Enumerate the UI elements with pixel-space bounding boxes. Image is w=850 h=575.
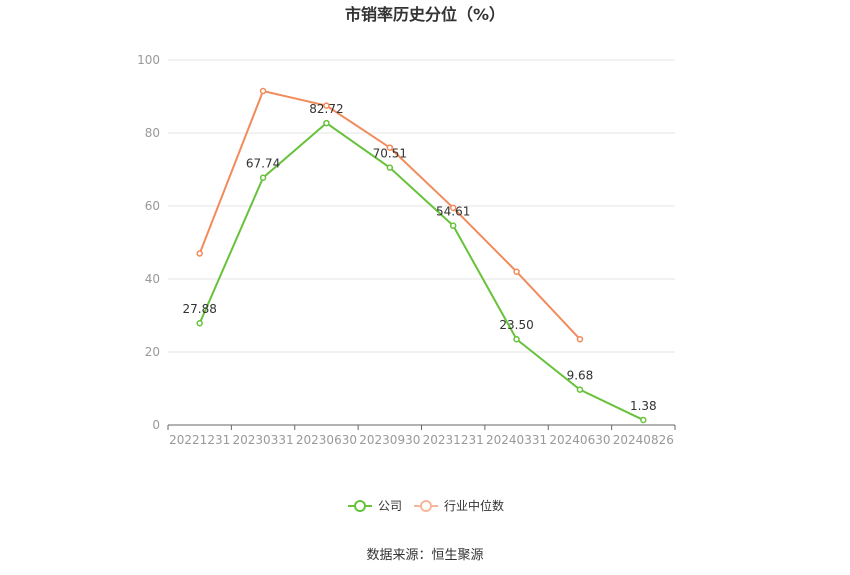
- y-tick-label: 0: [152, 418, 160, 432]
- industry-median-point[interactable]: [449, 204, 457, 212]
- source-text: 数据来源：恒生聚源: [366, 548, 483, 563]
- x-tick-label: 20240826: [613, 433, 674, 447]
- company-data-label: 82.72: [309, 102, 343, 116]
- chart-title: 市销率历史分位（%）: [345, 5, 505, 24]
- company-point[interactable]: [323, 119, 330, 127]
- x-tick-label: 20230331: [233, 433, 294, 447]
- industry-median-point[interactable]: [196, 250, 203, 257]
- series-industry-median: [196, 87, 584, 343]
- company-point[interactable]: [259, 174, 267, 181]
- x-tick-label: 20230630: [296, 433, 357, 447]
- industry-median-point[interactable]: [576, 335, 584, 343]
- industry-median-point[interactable]: [323, 102, 330, 109]
- company-point[interactable]: [196, 319, 203, 327]
- company-data-label: 23.50: [499, 318, 533, 332]
- y-tick-label: 20: [145, 345, 160, 359]
- company-line: [198, 121, 644, 421]
- company-data-label: 1.38: [630, 399, 657, 413]
- legend-item-company[interactable]: 公司: [348, 499, 402, 513]
- industry-median-point[interactable]: [386, 144, 394, 151]
- company-point[interactable]: [640, 416, 647, 424]
- company-point[interactable]: [576, 386, 584, 393]
- industry-median-line: [198, 89, 581, 340]
- x-tick-label: 20221231: [169, 433, 230, 447]
- y-tick-label: 60: [145, 199, 160, 213]
- legend-label-company: 公司: [378, 499, 402, 513]
- x-tick-label: 20230930: [359, 433, 420, 447]
- grid-lines: [168, 59, 675, 353]
- industry-median-point[interactable]: [259, 87, 267, 95]
- x-tick-label: 20240331: [486, 433, 547, 447]
- industry-median-point[interactable]: [513, 268, 520, 275]
- y-tick-label: 100: [137, 53, 160, 67]
- x-tick-label: 20231231: [423, 433, 484, 447]
- legend[interactable]: 公司 行业中位数: [348, 498, 504, 513]
- y-tick-label: 80: [145, 126, 160, 140]
- company-data-label: 54.61: [436, 205, 470, 219]
- company-data-label: 27.88: [183, 302, 217, 316]
- company-data-label: 67.74: [246, 157, 280, 171]
- series-group: 27.88 67.74 82.72 70.51 54.61 23.50 9.68 1.38: [183, 87, 657, 424]
- company-point[interactable]: [449, 222, 457, 229]
- company-data-label: 9.68: [567, 369, 594, 383]
- y-axis: 0 20 40 60 80 100: [137, 53, 160, 432]
- company-data-label: 70.51: [373, 147, 407, 161]
- company-point[interactable]: [513, 335, 520, 343]
- series-company: 27.88 67.74 82.72 70.51 54.61 23.50 9.68 1.38: [183, 102, 657, 424]
- legend-label-industry-median: 行业中位数: [444, 498, 504, 513]
- x-tick-label: 20240630: [549, 433, 610, 447]
- company-point[interactable]: [386, 164, 394, 171]
- x-axis: 20221231 20230331 20230630 20230930 20231231…: [167, 424, 676, 447]
- legend-item-industry-median[interactable]: 行业中位数: [414, 498, 504, 513]
- y-tick-label: 40: [145, 272, 160, 286]
